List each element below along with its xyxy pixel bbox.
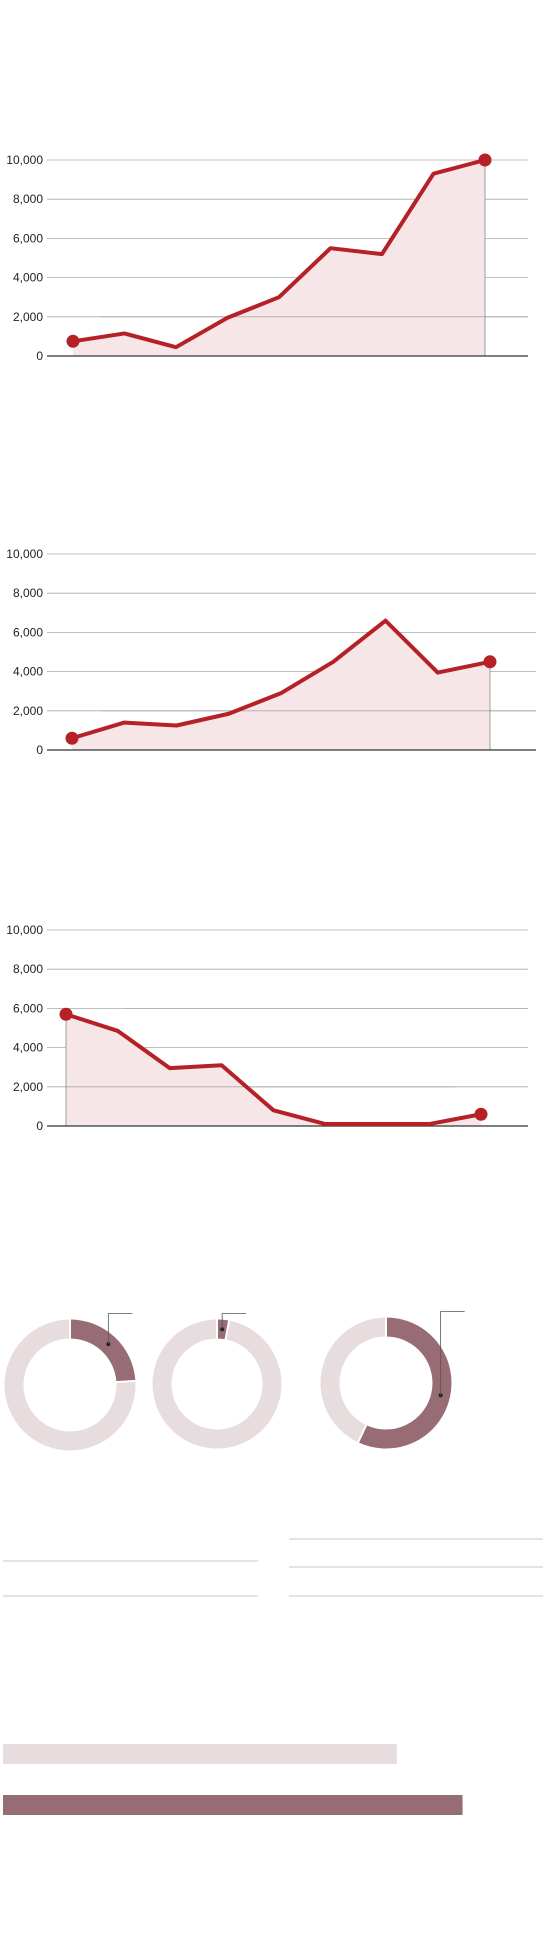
donut-track [152, 1319, 282, 1449]
donut-chart [152, 1313, 282, 1449]
area-chart-1: 10,000 8,000 6,000 4,000 2,000 0 [6, 153, 528, 363]
area-chart-3: 10,000 8,000 6,000 4,000 2,000 0 [6, 923, 528, 1133]
y-tick-label: 0 [36, 743, 43, 757]
callout-leader [107, 1313, 133, 1345]
y-tick-label: 0 [36, 1119, 43, 1133]
y-tick-label: 4,000 [13, 271, 43, 285]
series-line [71, 158, 487, 350]
y-tick-label: 10,000 [6, 923, 43, 937]
donut-slice [69, 1319, 136, 1383]
callout-dot [438, 1393, 443, 1398]
slice-separator [356, 1423, 368, 1444]
end-point-marker [474, 1107, 488, 1121]
area-fill [72, 620, 490, 750]
start-point-marker [59, 1007, 73, 1021]
y-tick-label: 2,000 [13, 310, 43, 324]
y-tick-label: 4,000 [13, 665, 43, 679]
divider-lines [3, 1538, 543, 1597]
y-tick-label: 0 [36, 349, 43, 363]
callout-leader [440, 1311, 465, 1396]
y-tick-label: 6,000 [13, 1001, 43, 1015]
y-tick-label: 10,000 [6, 153, 43, 167]
y-tick-label: 10,000 [6, 547, 43, 561]
start-point-marker [66, 334, 80, 348]
end-point-marker [478, 153, 492, 167]
area-chart-2: 10,000 8,000 6,000 4,000 2,000 0 [6, 547, 536, 757]
area-fill [66, 1014, 481, 1126]
start-point-marker [65, 731, 79, 745]
callout-dot [220, 1327, 225, 1332]
bar [3, 1744, 397, 1764]
end-point-marker [483, 655, 497, 669]
y-tick-label: 6,000 [13, 625, 43, 639]
y-tick-label: 8,000 [13, 962, 43, 976]
y-tick-label: 8,000 [13, 192, 43, 206]
donut-chart [4, 1313, 137, 1451]
donut-chart [320, 1311, 465, 1449]
series-line [70, 618, 492, 741]
area-fill [73, 160, 485, 356]
callout-leader [221, 1313, 247, 1330]
slice-separator [115, 1379, 137, 1384]
donut-charts [4, 1311, 465, 1451]
donut-slice [358, 1317, 452, 1449]
bar-chart [3, 1744, 463, 1815]
y-tick-label: 4,000 [13, 1041, 43, 1055]
slice-separator [224, 1319, 231, 1341]
bar [3, 1795, 463, 1815]
y-tick-label: 2,000 [13, 1080, 43, 1094]
y-tick-label: 2,000 [13, 704, 43, 718]
y-tick-label: 6,000 [13, 231, 43, 245]
series-line [64, 1012, 483, 1127]
y-tick-label: 8,000 [13, 586, 43, 600]
